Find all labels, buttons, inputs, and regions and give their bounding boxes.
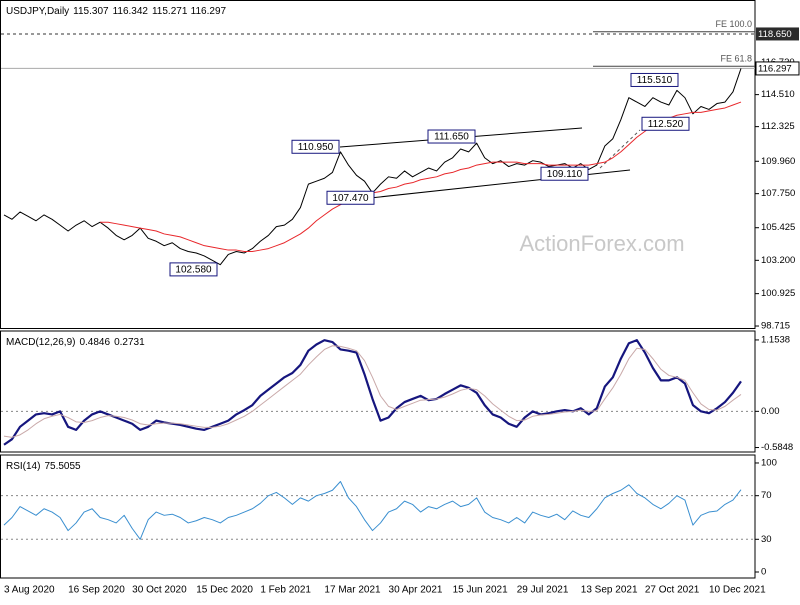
annotation-box xyxy=(291,139,340,154)
x-tick-label: 17 Mar 2021 xyxy=(324,585,381,596)
x-tick-label: 3 Aug 2020 xyxy=(4,585,55,596)
x-tick-label: 13 Sep 2021 xyxy=(581,585,638,596)
y-tick-label: 30 xyxy=(761,534,772,545)
annotation-label: 109.110 xyxy=(547,169,583,180)
level-label: 118.650 xyxy=(758,29,792,40)
panel-title-text: RSI(14) xyxy=(6,461,40,472)
x-tick-label: 10 Dec 2021 xyxy=(709,585,766,596)
y-tick-label: 100 xyxy=(761,457,777,468)
panel-title: RSI(14) 75.5055 xyxy=(6,461,81,472)
price-label: 116.297 xyxy=(758,63,792,74)
y-tick-label: 98.715 xyxy=(761,321,790,332)
x-tick-label: 1 Feb 2021 xyxy=(260,585,311,596)
y-tick-label: 0 xyxy=(761,567,766,578)
x-tick-label: 15 Jun 2021 xyxy=(453,585,508,596)
y-tick-label: 105.425 xyxy=(761,222,795,233)
annotation-label: 111.650 xyxy=(434,132,469,143)
y-tick-label: 107.750 xyxy=(761,188,795,199)
level-box xyxy=(756,27,799,41)
fibonacci-label: FE 100.0 xyxy=(715,19,752,29)
y-tick-label: 100.925 xyxy=(761,288,795,299)
fibonacci-label: FE 61.8 xyxy=(720,54,752,64)
panel-title: MACD(12,26,9) 0.4846 0.2731 xyxy=(6,337,145,348)
y-tick-label: 1.1538 xyxy=(761,334,790,345)
series-line xyxy=(100,101,742,253)
annotation-box xyxy=(540,166,589,181)
indicator-value: 0.4846 xyxy=(79,337,110,348)
annotation-label: 112.520 xyxy=(648,119,684,130)
series-line xyxy=(3,345,742,438)
quote-value: 115.307 xyxy=(73,6,109,17)
macd-panel xyxy=(0,330,756,453)
y-tick-label: 0.00 xyxy=(761,406,780,417)
quote-value: 116.342 xyxy=(113,6,149,17)
watermark: ActionForex.com xyxy=(519,231,684,256)
indicator-value: 0.2731 xyxy=(114,337,145,348)
x-tick-label: 16 Sep 2020 xyxy=(68,585,125,596)
annotation-label: 107.470 xyxy=(332,193,369,204)
annotation-box xyxy=(630,72,679,87)
x-tick-label: 29 Jul 2021 xyxy=(517,585,569,596)
y-tick-label: -0.5848 xyxy=(761,442,793,453)
x-tick-label: 30 Apr 2021 xyxy=(389,585,443,596)
annotation-box xyxy=(169,262,218,277)
quote-value: 116.297 xyxy=(191,6,227,17)
price-panel xyxy=(0,0,756,329)
x-tick-label: 30 Oct 2020 xyxy=(132,585,187,596)
indicator-value: 75.5055 xyxy=(44,461,81,472)
y-tick-label: 103.200 xyxy=(761,255,795,266)
annotation-box xyxy=(641,116,690,131)
annotation-box xyxy=(427,129,476,144)
x-tick-label: 27 Oct 2021 xyxy=(645,585,700,596)
panel-title: USDJPY,Daily 115.307 116.342 115.271 116.297 xyxy=(6,6,227,17)
quote-value: 115.271 xyxy=(152,6,188,17)
panel-title-text: MACD(12,26,9) xyxy=(6,337,75,348)
y-tick-label: 112.325 xyxy=(761,121,795,132)
y-tick-label: 114.510 xyxy=(761,89,795,100)
series-line xyxy=(3,481,742,540)
panel-title-text: USDJPY,Daily xyxy=(6,6,69,17)
y-tick-label: 70 xyxy=(761,490,772,501)
annotation-label: 110.950 xyxy=(298,142,334,153)
series-line xyxy=(3,339,742,446)
annotation-label: 102.580 xyxy=(175,265,212,276)
annotation-box xyxy=(326,190,375,205)
price-box xyxy=(755,61,800,76)
annotation-label: 115.510 xyxy=(637,75,673,86)
y-tick-label: 109.960 xyxy=(761,156,795,167)
rsi-panel xyxy=(0,454,756,579)
x-tick-label: 15 Dec 2020 xyxy=(196,585,253,596)
